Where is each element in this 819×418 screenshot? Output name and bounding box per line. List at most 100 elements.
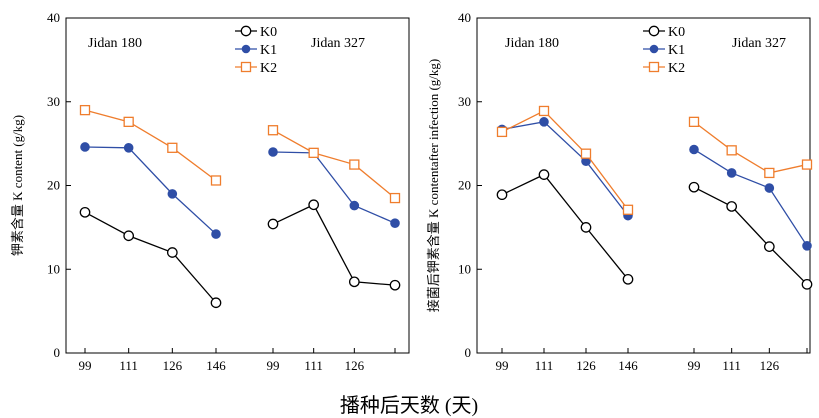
y-tick-label: 30 (458, 94, 471, 109)
legend-label: K0 (260, 25, 277, 40)
legend-marker (649, 44, 659, 54)
data-point-k0 (123, 230, 135, 242)
y-axis-label: 钾素含量 K content (g/kg) (10, 115, 25, 256)
x-tick-label: 99 (79, 358, 92, 373)
legend-marker (648, 25, 660, 37)
data-point-k0 (166, 247, 178, 258)
data-point-k2 (580, 148, 592, 159)
data-point-k0 (726, 201, 738, 212)
series-line-k0 (84, 211, 217, 304)
y-tick-label: 40 (458, 10, 471, 25)
data-point-k2 (210, 175, 222, 186)
series-line-k1 (84, 146, 217, 235)
series-line-k2 (272, 129, 396, 199)
x-tick-label: 126 (760, 358, 780, 373)
group-label: Jidan 327 (732, 36, 786, 51)
legend-label: K1 (668, 43, 685, 58)
x-tick-label: 126 (576, 358, 596, 373)
legend-marker (648, 61, 660, 73)
y-tick-label: 0 (54, 345, 61, 360)
data-point-k1 (539, 117, 549, 127)
group-label: Jidan 180 (88, 36, 142, 51)
data-point-k2 (764, 167, 775, 179)
series-line-k1 (693, 148, 808, 247)
data-point-k1 (268, 147, 278, 157)
shared-x-axis-label: 播种后天数 (天) (340, 394, 478, 417)
y-tick-label: 10 (47, 261, 60, 276)
data-point-k0 (801, 278, 813, 290)
series-line-k0 (693, 186, 808, 285)
series-line-k2 (501, 110, 629, 211)
group-label: Jidan 180 (505, 36, 559, 51)
y-tick-label: 30 (47, 94, 60, 109)
x-tick-label: 99 (267, 358, 280, 373)
data-point-k0 (210, 297, 222, 309)
data-point-k0 (267, 218, 279, 230)
data-point-k0 (538, 169, 550, 180)
x-tick-label: 126 (345, 358, 365, 373)
legend-marker (240, 61, 252, 73)
y-tick-label: 0 (465, 345, 472, 360)
data-point-k0 (79, 206, 91, 218)
data-point-k0 (496, 189, 508, 201)
data-point-k1 (689, 144, 699, 155)
y-tick-label: 40 (47, 10, 60, 25)
y-tick-label: 10 (458, 261, 471, 276)
x-tick-label: 126 (163, 358, 183, 373)
data-point-k0 (389, 279, 401, 291)
group-label: Jidan 327 (311, 36, 365, 51)
legend-label: K0 (668, 25, 685, 40)
data-point-k2 (349, 159, 360, 170)
data-point-k0 (348, 276, 360, 288)
x-tick-label: 111 (535, 358, 554, 373)
y-tick-label: 20 (47, 178, 60, 193)
plot-frame (65, 17, 410, 354)
data-point-k0 (763, 241, 775, 252)
data-point-k1 (726, 168, 737, 178)
data-point-k1 (802, 241, 812, 251)
data-point-k2 (389, 192, 401, 204)
data-point-k1 (211, 229, 221, 239)
y-tick-label: 20 (458, 178, 471, 193)
y-axis-label: 接菌后钾素含量 K contentafter infection (g/kg) (426, 59, 441, 312)
series-line-k0 (272, 203, 396, 286)
series-line-k2 (84, 109, 217, 181)
data-point-k0 (308, 199, 320, 211)
legend: K0 K1 K2 (235, 25, 277, 76)
legend-marker (241, 44, 251, 54)
series-line-k1 (501, 121, 629, 217)
x-tick-label: 111 (722, 358, 741, 373)
data-point-k2 (267, 125, 279, 136)
x-tick-label: 99 (688, 358, 701, 373)
data-point-k1 (167, 189, 178, 199)
data-point-k1 (80, 142, 90, 152)
data-point-k1 (390, 218, 400, 228)
data-point-k0 (580, 222, 592, 233)
data-point-k2 (801, 159, 813, 170)
chart-panel-1: 0 10 20 30 40 钾素含量 K content (g/kg) 99 111 126 14… (10, 10, 410, 373)
series-line-k0 (501, 173, 629, 280)
data-point-k2 (79, 104, 91, 116)
data-point-k2 (496, 126, 508, 138)
chart-panel-2: 0 10 20 30 40 接菌后钾素含量 K contentafter infectio… (426, 10, 813, 373)
data-point-k1 (123, 143, 134, 153)
legend-label: K1 (260, 43, 277, 58)
x-tick-label: 99 (496, 358, 509, 373)
series-line-k2 (693, 121, 808, 174)
legend-label: K2 (260, 61, 277, 76)
legend: K0 K1 K2 (643, 25, 685, 76)
data-point-k0 (688, 181, 700, 193)
data-point-k0 (622, 273, 634, 285)
data-point-k2 (308, 147, 319, 158)
data-point-k2 (622, 204, 634, 215)
legend-label: K2 (668, 61, 685, 76)
legend-marker (240, 25, 252, 37)
series-line-k1 (272, 151, 396, 224)
x-tick-label: 146 (206, 358, 226, 373)
data-point-k2 (538, 105, 550, 117)
data-point-k1 (349, 200, 360, 211)
plot-frame (476, 17, 811, 354)
data-point-k2 (726, 145, 737, 156)
x-tick-label: 111 (304, 358, 323, 373)
data-point-k2 (167, 142, 178, 153)
